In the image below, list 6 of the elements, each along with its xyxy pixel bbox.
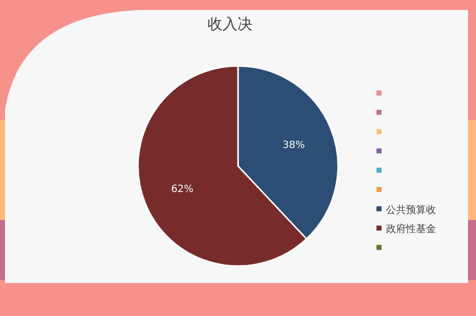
pie: 38% 62% — [137, 65, 339, 267]
legend-label: 政府性基金 — [386, 223, 436, 236]
chart-title: 收入决 — [208, 15, 252, 33]
data-label: 38% — [282, 140, 305, 151]
legend-label: 公共预算收 — [386, 204, 436, 216]
data-label: 62% — [171, 184, 194, 196]
